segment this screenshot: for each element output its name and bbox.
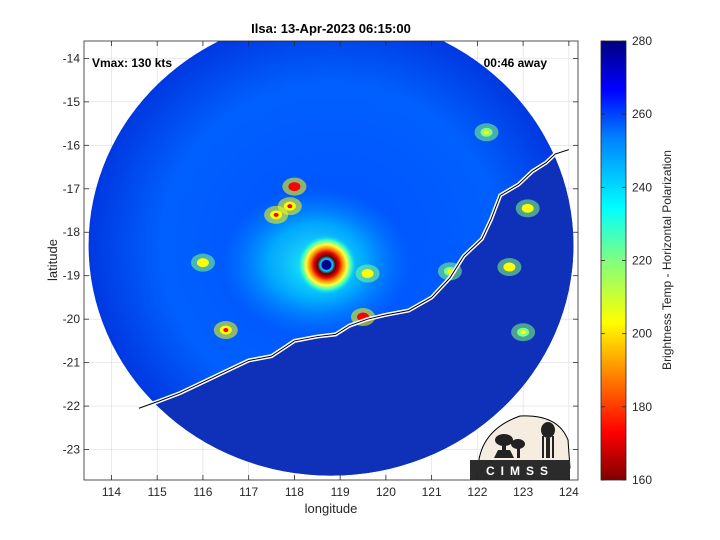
rainband-north-1	[282, 177, 307, 196]
coastal-cell-2	[497, 258, 522, 277]
outer-cell-southwest	[213, 321, 238, 340]
x-tick-label: 117	[239, 485, 258, 499]
y-tick-label: -14	[63, 51, 81, 65]
x-axis: 114 115 116 117 118 119 120 121 122 123 124	[102, 41, 579, 499]
colorbar-tick-label: 280	[632, 34, 652, 48]
colorbar-tick-label: 240	[632, 180, 652, 194]
coastal-cell-5	[511, 323, 536, 342]
y-tick-label: -18	[63, 225, 81, 239]
time-away-annotation: 00:46 away	[484, 56, 548, 70]
y-tick-label: -22	[63, 399, 81, 413]
x-tick-label: 118	[285, 485, 304, 499]
y-axis: -14 -15 -16 -17 -18 -19 -20 -21 -22 -23	[63, 51, 578, 457]
y-tick-label: -17	[63, 182, 81, 196]
colorbar-tick-label: 200	[632, 327, 652, 341]
colorbar-tick-label: 180	[632, 400, 652, 414]
outer-cell-west	[190, 253, 215, 272]
chart-title: Ilsa: 13-Apr-2023 06:15:00	[251, 21, 411, 36]
y-tick-label: -16	[63, 138, 81, 152]
x-tick-label: 122	[467, 485, 487, 499]
coastline	[138, 147, 570, 411]
x-tick-label: 124	[559, 485, 579, 499]
colorbar-ticks: 160 180 200 220 240 260 280	[601, 34, 652, 487]
colorbar-tick-label: 260	[632, 107, 652, 121]
vmax-annotation: Vmax: 130 kts	[92, 56, 172, 70]
y-tick-label: -23	[63, 443, 81, 457]
x-axis-label: longitude	[305, 501, 358, 516]
eye	[321, 259, 332, 270]
cimss-logo: CIMSS	[470, 415, 571, 480]
colorbar-tick-label: 220	[632, 254, 652, 268]
colorbar-tick-label: 160	[632, 473, 652, 487]
x-tick-label: 123	[513, 485, 533, 499]
rainband-east	[355, 264, 380, 283]
y-tick-label: -19	[63, 269, 81, 283]
colorbar-label: Brightness Temp - Horizontal Polarizatio…	[660, 150, 674, 370]
x-tick-label: 115	[148, 485, 167, 499]
coastline-line	[138, 149, 570, 409]
x-tick-label: 120	[376, 485, 396, 499]
logo-text: CIMSS	[486, 464, 554, 478]
rainband-north-3	[264, 205, 289, 224]
coastal-cell-4	[474, 123, 499, 142]
y-tick-label: -15	[63, 95, 81, 109]
x-tick-label: 119	[331, 485, 350, 499]
y-tick-label: -20	[63, 312, 81, 326]
axes-frame	[83, 40, 579, 481]
y-axis-label: latitude	[45, 239, 60, 281]
x-tick-label: 116	[193, 485, 212, 499]
land-region	[88, 149, 574, 476]
brightness-temp-map	[88, 41, 574, 476]
coastal-cell-3	[515, 199, 540, 218]
x-tick-label: 121	[422, 485, 442, 499]
y-tick-label: -21	[63, 356, 81, 370]
x-tick-label: 114	[102, 485, 121, 499]
